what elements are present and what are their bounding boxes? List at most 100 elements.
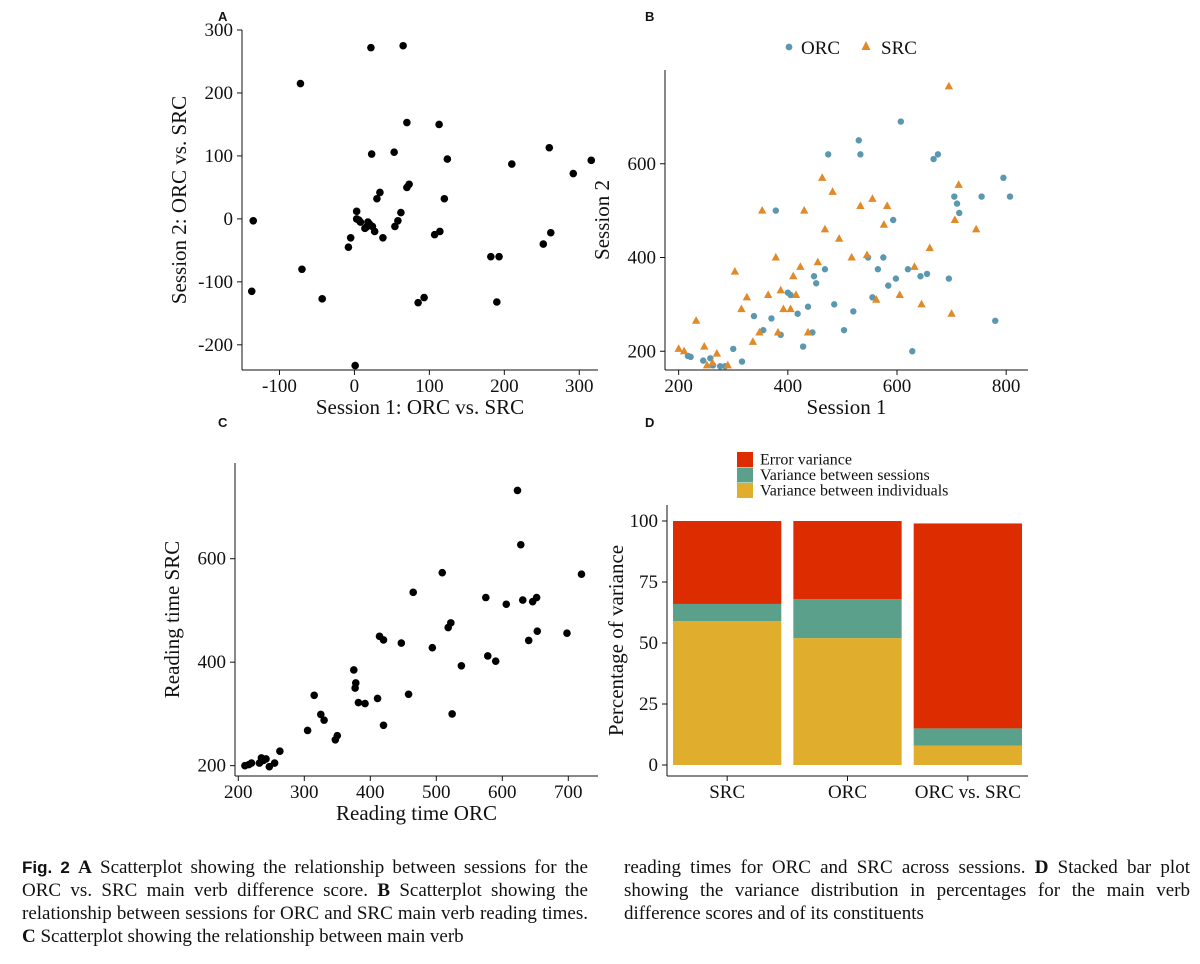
legend-orc-marker — [785, 43, 793, 51]
src-point — [868, 194, 877, 202]
x-tick-label: 400 — [356, 782, 385, 803]
x-tick-label: 0 — [350, 376, 360, 397]
y-tick-label: 200 — [628, 341, 657, 362]
src-point — [917, 299, 926, 308]
data-point — [344, 243, 353, 252]
panel-letter-c: C — [218, 415, 228, 430]
orc-point — [840, 326, 848, 334]
data-point — [563, 629, 571, 638]
x-tick-label: ORC — [828, 782, 867, 803]
y-tick-label: -100 — [198, 272, 233, 293]
x-axis-title: Session 1 — [807, 395, 887, 419]
y-tick-label: 300 — [205, 20, 234, 41]
src-point — [882, 201, 892, 209]
panel-letter-b: B — [645, 9, 654, 24]
orc-point — [738, 358, 746, 365]
orc-point — [772, 207, 780, 214]
caption-right-column: reading times for ORC and SRC across ses… — [624, 856, 1190, 925]
data-point — [379, 233, 387, 242]
legend-swatch — [737, 467, 753, 483]
x-tick-label: 700 — [554, 782, 583, 803]
x-tick-label: 600 — [488, 782, 517, 803]
x-tick-label: 300 — [565, 376, 594, 397]
data-point — [487, 252, 495, 261]
data-point — [457, 662, 466, 670]
src-point — [895, 290, 904, 298]
data-point — [373, 694, 382, 703]
data-point — [409, 588, 418, 597]
orc-point — [945, 275, 953, 282]
bar-segment — [913, 728, 1022, 746]
caption-segment: reading times for ORC and SRC across ses… — [624, 857, 1035, 878]
src-point — [813, 257, 823, 266]
data-point — [495, 252, 503, 261]
src-point — [803, 327, 813, 336]
data-point — [545, 143, 554, 152]
src-point — [879, 220, 889, 228]
orc-point — [813, 280, 820, 287]
src-point — [944, 81, 954, 90]
y-tick-label: -200 — [198, 335, 233, 356]
data-point — [404, 690, 413, 699]
orc-point — [810, 273, 818, 280]
src-point — [674, 344, 683, 352]
y-tick-label: 200 — [198, 756, 227, 777]
x-tick-label: 300 — [290, 782, 319, 803]
orc-point — [956, 209, 963, 217]
src-point — [773, 327, 783, 336]
src-point — [763, 290, 773, 298]
data-point — [397, 639, 406, 647]
src-point — [786, 304, 795, 313]
data-point — [351, 679, 360, 687]
y-axis-title: Session 2 — [590, 180, 614, 260]
orc-point — [821, 266, 829, 273]
x-axis-title: Reading time ORC — [336, 801, 497, 825]
data-point — [569, 169, 578, 178]
bar-segment — [793, 599, 902, 639]
orc-point — [953, 200, 961, 207]
bar-segment — [913, 523, 1022, 729]
src-point — [691, 316, 701, 324]
data-point — [367, 150, 376, 158]
data-point — [367, 43, 375, 52]
data-point — [435, 120, 443, 129]
data-point — [249, 216, 258, 225]
src-point — [954, 180, 963, 188]
x-tick-label: 100 — [415, 376, 444, 397]
data-point — [440, 194, 449, 203]
y-tick-label: 25 — [639, 694, 658, 715]
data-point — [587, 156, 596, 165]
src-point — [712, 348, 722, 357]
data-point — [502, 600, 511, 609]
data-point — [379, 721, 388, 730]
legend-label: Error variance — [760, 452, 852, 469]
data-point — [362, 223, 371, 231]
orc-point — [850, 308, 857, 315]
y-tick-label: 400 — [628, 248, 657, 269]
orc-point — [885, 282, 892, 289]
data-point — [346, 233, 355, 242]
orc-point — [978, 193, 985, 200]
src-point — [862, 250, 872, 259]
src-point — [737, 304, 746, 313]
data-point — [310, 691, 319, 700]
legend-swatch — [737, 483, 753, 498]
data-point — [518, 596, 527, 604]
orc-point — [716, 363, 724, 370]
legend-src-marker — [861, 41, 871, 50]
src-point — [947, 309, 956, 317]
orc-point — [934, 151, 942, 158]
x-tick-label: ORC vs. SRC — [915, 782, 1021, 803]
y-tick-label: 200 — [205, 83, 234, 104]
y-tick-label: 0 — [649, 755, 659, 776]
src-point — [872, 295, 881, 303]
legend-swatch — [737, 452, 753, 467]
orc-point — [909, 348, 916, 355]
data-point — [276, 747, 284, 755]
panel-letter-a: A — [218, 9, 228, 24]
data-point — [405, 180, 413, 189]
src-point — [789, 271, 798, 280]
